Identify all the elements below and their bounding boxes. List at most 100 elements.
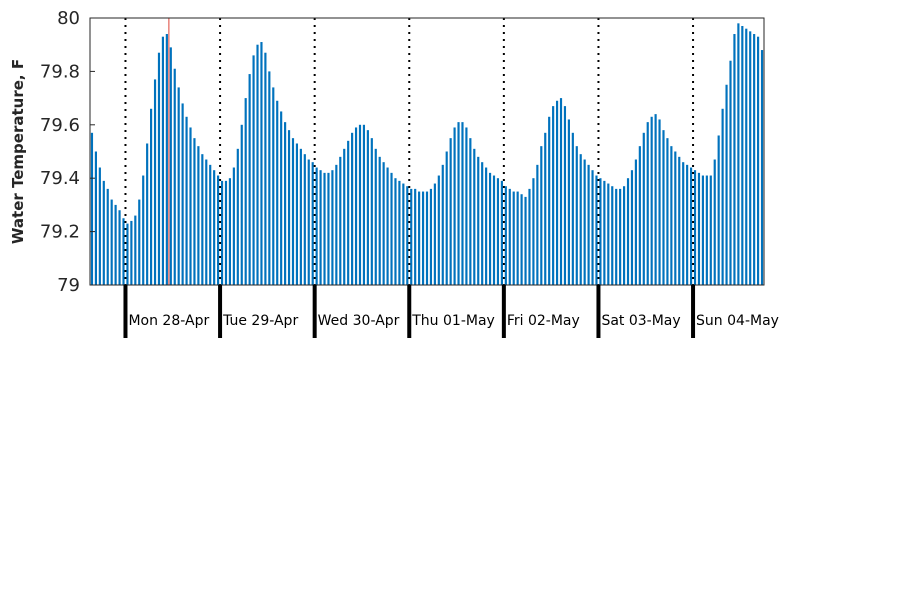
bar [220,180,224,285]
bar [185,116,188,285]
day-separators [123,285,696,338]
bar [94,151,97,285]
bar [626,178,630,285]
bar [130,220,133,285]
bar [98,167,101,285]
bar [414,188,417,285]
bar [622,186,626,285]
bar [280,111,283,285]
bar [433,183,436,285]
bar [256,44,259,286]
bar [335,164,338,285]
bar [410,188,413,285]
bar [197,146,200,285]
bar [252,55,255,285]
bar [481,162,484,285]
y-tick-label: 79.8 [40,61,80,82]
bar [386,167,389,285]
bar [122,218,125,285]
bar [749,31,752,285]
bar [528,188,531,285]
bar [488,172,492,285]
bar [642,132,645,285]
bar [686,164,689,285]
bar [110,199,113,285]
bar [90,132,94,285]
bar [646,122,649,285]
y-tick-label: 79.6 [40,115,80,136]
bar [737,23,740,286]
bar [114,204,117,285]
bar [398,180,401,285]
bar [721,108,724,285]
bar [327,172,330,285]
bar [315,167,318,285]
bar-series [90,23,764,286]
bar [559,98,563,285]
bar [682,162,685,285]
bar [536,164,539,285]
bar [567,119,570,286]
bar [177,87,180,285]
bar [496,178,500,285]
bar [713,159,716,285]
bar [615,188,618,285]
bar [504,186,507,285]
bar [126,223,129,285]
day-label: Wed 30-Apr [318,313,400,329]
bar [508,188,511,285]
bar [236,148,239,285]
bar [461,122,464,285]
bar [173,68,176,285]
bar [607,183,610,285]
bar [319,170,322,285]
bar [689,167,693,285]
bar [240,124,243,285]
midnight-gridlines [124,18,695,285]
bar [390,172,393,285]
y-tick-label: 79.4 [40,168,80,189]
y-tick-label: 80 [57,8,80,29]
bar [284,122,287,285]
bar [587,164,590,285]
bar [244,98,247,285]
bar [437,175,440,285]
bar [295,143,299,285]
day-label: Sun 04-May [696,313,779,329]
bar [457,122,460,285]
bar [449,138,452,285]
bar [512,191,515,285]
bar [291,138,295,285]
bar [492,175,496,285]
bar [745,28,748,286]
bar [272,87,275,285]
bar [709,175,712,285]
bar [213,170,216,285]
bar [717,135,720,285]
y-axis-ticks: 79 79.2 79.4 79.6 79.8 80 [40,8,95,296]
bar [323,172,326,285]
bar [358,124,362,285]
bar [209,164,212,285]
bar [165,34,168,285]
bar [421,191,425,285]
bar [701,175,704,285]
bar [485,167,488,285]
bar [366,130,369,285]
day-label: Thu 01-May [411,313,495,329]
bar [394,178,397,285]
bar [161,36,165,285]
bar [382,162,385,285]
bar [134,215,137,285]
bar [666,138,669,285]
day-label: Fri 02-May [507,313,580,329]
bar [378,156,381,285]
bar [693,170,697,285]
bar [311,162,314,285]
bar [552,106,555,285]
bar [429,188,433,285]
bar [106,188,109,285]
bar [153,79,157,285]
